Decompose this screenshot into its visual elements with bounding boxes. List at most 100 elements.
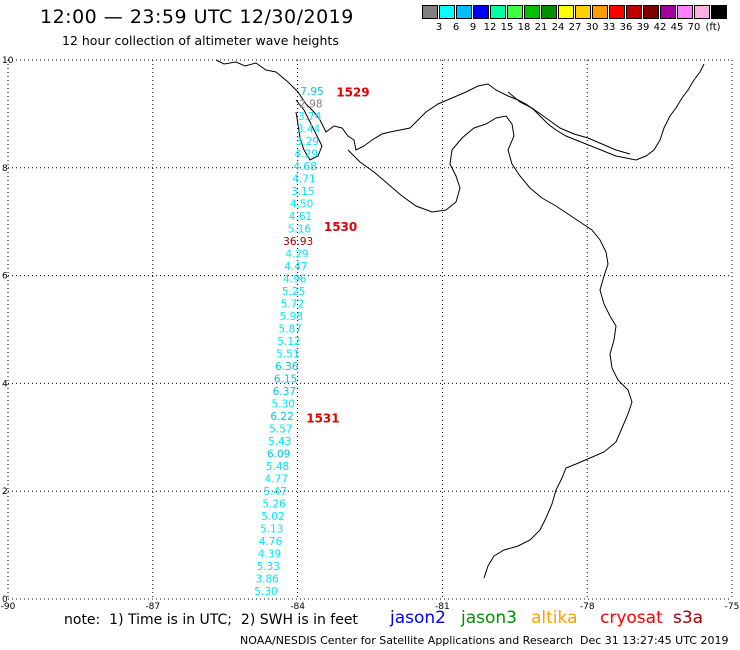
wave-reading: 4.39: [258, 549, 281, 561]
x-tick-label: -78: [580, 602, 595, 612]
wave-reading: 5.87: [278, 324, 301, 336]
scale-swatch: [524, 5, 540, 19]
coastline: [215, 59, 705, 579]
wave-reading: 4.61: [289, 211, 312, 223]
wave-reading: 4.71: [292, 174, 315, 186]
wave-reading: 6.22: [270, 411, 293, 423]
scale-swatch: [422, 5, 438, 19]
wave-reading: 5.43: [268, 436, 291, 448]
scale-swatch: [507, 5, 523, 19]
wave-reading: 5.12: [277, 336, 300, 348]
scale-swatch: [626, 5, 642, 19]
scale-label: 21: [534, 22, 548, 33]
satellite-cryosat: cryosat: [600, 608, 663, 628]
scale-label: 33: [602, 22, 616, 33]
wave-reading: 5.02: [261, 511, 284, 523]
scale-swatch: [609, 5, 625, 19]
x-tick-label: -75: [725, 602, 740, 612]
x-axis-ticks: -90 -87 -84 -81 -78 -75: [1, 602, 740, 612]
scale-swatch: [439, 5, 455, 19]
map-subtitle: 12 hour collection of altimeter wave hei…: [62, 33, 339, 48]
scale-label: 36: [619, 22, 633, 33]
wave-reading: 4.29: [295, 149, 318, 161]
scale-label: 6: [452, 22, 460, 33]
coastline-north-coast: [507, 91, 631, 155]
scale-swatch: [456, 5, 472, 19]
satellite-jason3: jason3: [461, 608, 517, 628]
scale-label: 9: [469, 22, 477, 33]
map-title: 12:00 — 23:59 UTC 12/30/2019: [40, 6, 354, 28]
generation-timestamp: Dec 31 13:27:45 UTC 2019: [580, 634, 729, 647]
wave-reading: 5.13: [260, 524, 283, 536]
coastline-central-america: [215, 59, 705, 161]
orbit-label: 1529: [336, 85, 369, 99]
orbit-label: 1531: [306, 411, 339, 425]
scale-label: 18: [517, 22, 531, 33]
wave-reading: 5.51: [276, 349, 299, 361]
coastline-gulf-of-panama: [347, 115, 633, 579]
wave-reading: 3.15: [291, 186, 314, 198]
x-tick-label: -81: [435, 602, 450, 612]
y-tick-label: 10: [2, 56, 14, 66]
scale-swatch: [592, 5, 608, 19]
scale-label: 39: [636, 22, 650, 33]
x-tick-label: -84: [290, 602, 305, 612]
scale-label: 12: [483, 22, 497, 33]
wave-reading: 4.77: [265, 474, 288, 486]
satellite-altika: altika: [531, 608, 578, 628]
wave-reading: 4.47: [284, 261, 307, 273]
scale-swatch: [541, 5, 557, 19]
wave-reading: 5.25: [282, 286, 305, 298]
scale-swatch: [575, 5, 591, 19]
scale-label: 45: [670, 22, 684, 33]
wave-reading: 5.33: [257, 561, 280, 573]
x-tick-label: -87: [145, 602, 160, 612]
scale-swatch: [558, 5, 574, 19]
wave-reading: 6.15: [274, 374, 297, 386]
wave-reading: 5.47: [264, 486, 287, 498]
wave-reading: 6.36: [275, 361, 299, 373]
x-tick-label: -90: [1, 602, 16, 612]
wave-reading: 5.57: [269, 424, 292, 436]
scale-label: 3: [435, 22, 443, 33]
y-tick-label: 8: [2, 164, 8, 174]
wave-reading: 4.68: [293, 161, 316, 173]
credit-text: NOAA/NESDIS Center for Satellite Applica…: [240, 634, 574, 647]
wave-reading: 3.86: [255, 574, 279, 586]
y-tick-label: 4: [2, 379, 8, 389]
scale-swatch: [490, 5, 506, 19]
scale-swatch: [711, 5, 727, 19]
wave-reading: 3.44: [297, 124, 321, 136]
scale-label: 24: [551, 22, 565, 33]
wave-reading: 5.30: [254, 586, 277, 598]
wave-reading: 6.37: [273, 386, 296, 398]
scale-label: 70: [687, 22, 701, 33]
y-tick-label: 6: [2, 272, 8, 282]
coastline-peninsula: [295, 99, 323, 161]
wave-reading: 4.76: [259, 536, 283, 548]
wave-reading: 3.29: [296, 136, 319, 148]
footer-note: note: 1) Time is in UTC; 2) SWH is in fe…: [64, 612, 358, 628]
scale-label: 15: [500, 22, 514, 33]
scale-label: 30: [585, 22, 599, 33]
y-tick-label: 0: [2, 595, 8, 605]
wave-reading: 5.26: [262, 499, 286, 511]
scale-swatch: [473, 5, 489, 19]
wave-reading: 4.96: [283, 274, 307, 286]
orbit-label: 1530: [324, 220, 357, 234]
satellite-s3a: s3a: [673, 608, 704, 628]
scale-swatch: [660, 5, 676, 19]
lat-lon-grid: [7, 59, 733, 600]
satellite-jason2: jason2: [390, 608, 446, 628]
wave-height-readings: 7.952.983.743.443.294.294.684.713.154.50…: [254, 86, 323, 598]
wave-reading: 5.72: [281, 299, 304, 311]
wave-reading: 3.74: [298, 111, 322, 123]
wave-reading: 5.16: [288, 224, 312, 236]
wave-reading: 5.98: [280, 311, 303, 323]
wave-reading: 5.48: [266, 461, 289, 473]
wave-reading: 6.09: [267, 449, 290, 461]
wave-reading: 4.29: [285, 249, 308, 261]
scale-label: 27: [568, 22, 582, 33]
scale-unit: (ft): [705, 22, 721, 33]
